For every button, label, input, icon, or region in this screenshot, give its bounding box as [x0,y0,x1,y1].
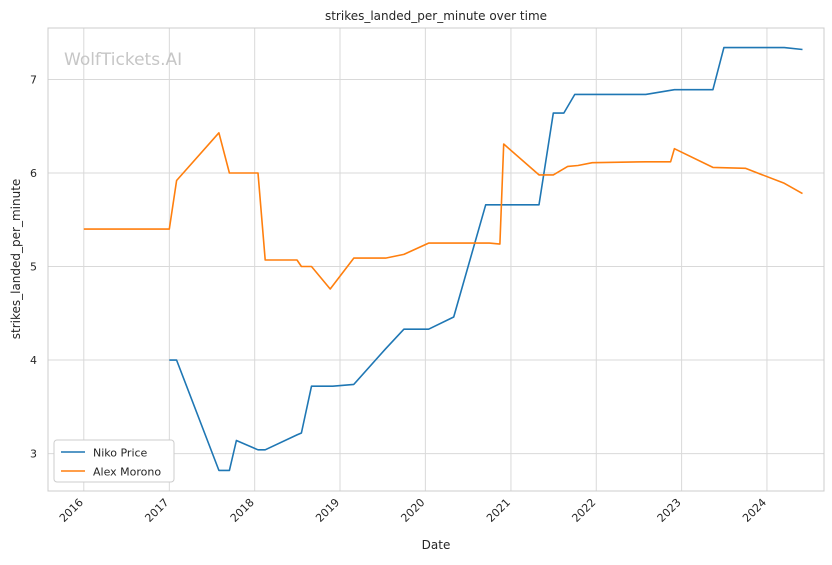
y-tick-label: 5 [30,261,37,274]
series-line-niko-price [169,46,803,472]
y-axis-label: strikes_landed_per_minute [9,179,23,340]
y-tick-label: 7 [30,73,37,86]
y-tick-label: 3 [30,448,37,461]
grid-lines [48,28,824,491]
series-lines [83,46,803,472]
legend-label-niko-price: Niko Price [93,447,148,460]
watermark-text: WolfTickets.AI [64,50,182,70]
y-axis-ticks: 3 4 5 6 7 [30,73,37,460]
series-line-alex-morono [83,132,803,290]
legend: Niko Price Alex Morono [53,439,175,483]
y-tick-label: 4 [30,354,37,367]
legend-label-alex-morono: Alex Morono [93,466,161,479]
plot-area [48,28,824,491]
x-axis-label: Date [422,538,451,552]
y-tick-label: 6 [30,167,37,180]
plot-frame [47,27,825,492]
chart-title: strikes_landed_per_minute over time [325,9,547,23]
